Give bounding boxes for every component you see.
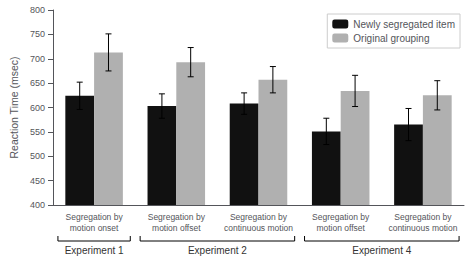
svg-text:450: 450 xyxy=(30,176,45,186)
svg-text:400: 400 xyxy=(30,200,45,210)
svg-text:Original grouping: Original grouping xyxy=(353,33,429,44)
svg-text:Experiment 4: Experiment 4 xyxy=(352,245,411,256)
svg-text:continuous motion: continuous motion xyxy=(224,223,293,233)
svg-text:650: 650 xyxy=(30,78,45,88)
svg-text:Reaction Time (msec): Reaction Time (msec) xyxy=(8,56,20,158)
svg-text:continuous motion: continuous motion xyxy=(388,223,457,233)
svg-text:500: 500 xyxy=(30,151,45,161)
svg-text:Segregation by: Segregation by xyxy=(394,212,452,222)
svg-text:600: 600 xyxy=(30,103,45,113)
svg-text:Segregation by: Segregation by xyxy=(312,212,370,222)
svg-text:Experiment 1: Experiment 1 xyxy=(65,245,124,256)
svg-text:motion onset: motion onset xyxy=(70,223,119,233)
svg-text:motion offset: motion offset xyxy=(152,223,201,233)
svg-text:750: 750 xyxy=(30,29,45,39)
svg-text:Experiment 2: Experiment 2 xyxy=(188,245,247,256)
svg-text:motion offset: motion offset xyxy=(316,223,365,233)
svg-text:700: 700 xyxy=(30,54,45,64)
svg-text:Segregation by: Segregation by xyxy=(66,212,124,222)
svg-text:800: 800 xyxy=(30,5,45,15)
svg-text:Segregation by: Segregation by xyxy=(230,212,288,222)
svg-text:Newly segregated item: Newly segregated item xyxy=(353,19,455,30)
svg-text:Segregation by: Segregation by xyxy=(148,212,206,222)
svg-text:550: 550 xyxy=(30,127,45,137)
